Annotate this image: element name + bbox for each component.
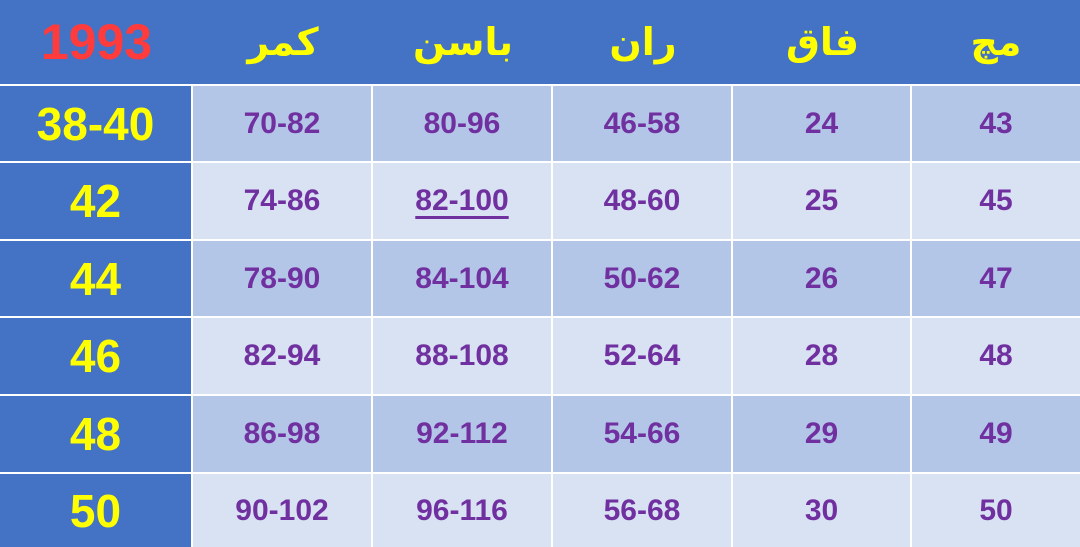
size-label: 42 [0,163,193,241]
table-cell: 50 [912,474,1080,547]
column-header: فاق [733,0,912,86]
column-header: کمر [193,0,373,86]
table-cell: 30 [733,474,912,547]
table-cell: 43 [912,86,1080,163]
underlined-value: 82-100 [415,184,509,217]
table-cell: 28 [733,318,912,396]
column-header: ران [553,0,733,86]
table-cell: 92-112 [373,396,553,474]
table-cell: 78-90 [193,241,373,318]
size-label: 44 [0,241,193,318]
table-cell: 96-116 [373,474,553,547]
table-cell: 70-82 [193,86,373,163]
table-cell: 24 [733,86,912,163]
table-cell: 49 [912,396,1080,474]
table-cell: 82-100 [373,163,553,241]
table-cell: 54-66 [553,396,733,474]
table-cell: 26 [733,241,912,318]
table-cell: 29 [733,396,912,474]
table-cell: 56-68 [553,474,733,547]
table-cell: 88-108 [373,318,553,396]
table-cell: 74-86 [193,163,373,241]
size-label: 48 [0,396,193,474]
column-header: مچ [912,0,1080,86]
table-cell: 45 [912,163,1080,241]
table-cell: 90-102 [193,474,373,547]
table-cell: 50-62 [553,241,733,318]
table-cell: 80-96 [373,86,553,163]
table-cell: 48-60 [553,163,733,241]
table-cell: 86-98 [193,396,373,474]
table-cell: 47 [912,241,1080,318]
column-header: باسن [373,0,553,86]
table-cell: 25 [733,163,912,241]
table-cell: 48 [912,318,1080,396]
size-label: 50 [0,474,193,547]
table-cell: 46-58 [553,86,733,163]
size-label: 38-40 [0,86,193,163]
size-label: 46 [0,318,193,396]
table-cell: 52-64 [553,318,733,396]
year-header: 1993 [0,0,193,86]
table-cell: 84-104 [373,241,553,318]
table-cell: 82-94 [193,318,373,396]
